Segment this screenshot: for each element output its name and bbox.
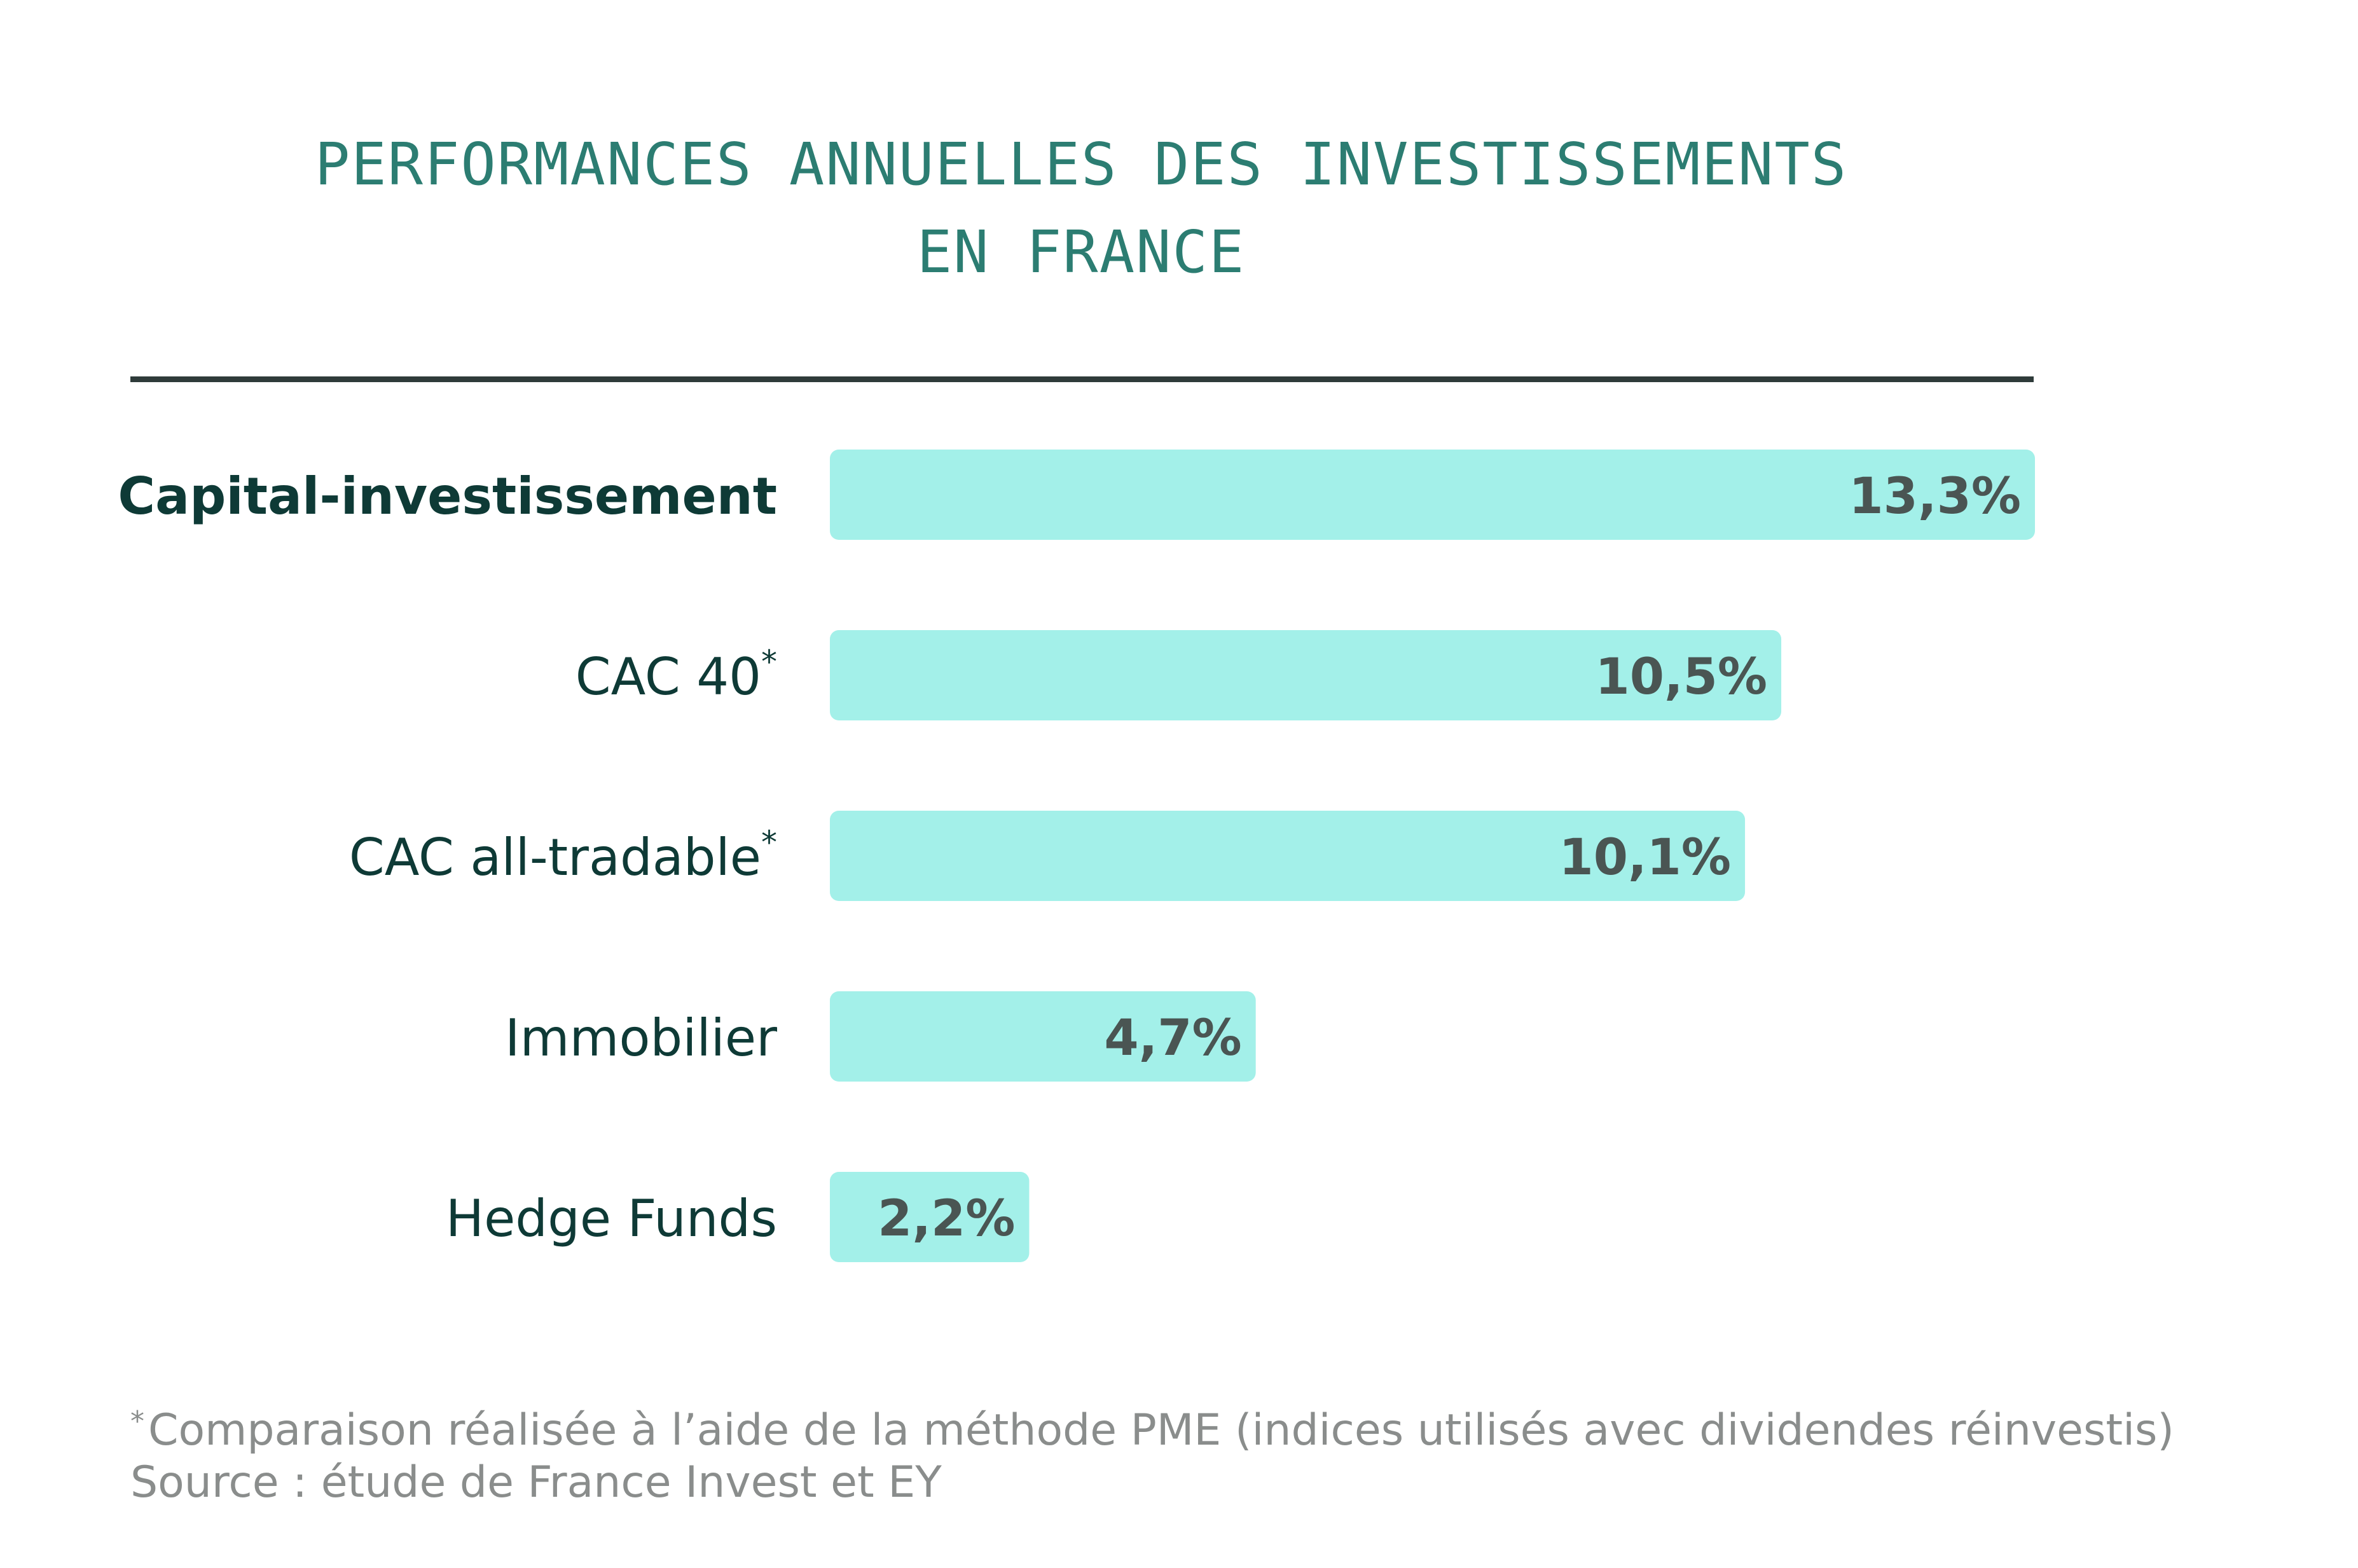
chart-title-line-1: PERFORMANCES ANNUELLES DES INVESTISSEMEN… — [314, 130, 1848, 198]
bar-1 — [830, 630, 1782, 720]
value-label-4: 2,2% — [878, 1190, 1015, 1248]
bar-chart: 13,3% Capital-investissement 10,5% CAC 40* 1… — [118, 450, 2035, 1262]
value-label-2: 10,1% — [1559, 829, 1731, 886]
category-label-2: CAC all-tradable* — [349, 824, 777, 887]
category-asterisk-2: * — [761, 824, 777, 861]
category-label-0: Capital-investissement — [118, 467, 777, 526]
bar-2 — [830, 811, 1746, 901]
footnote-comparison: *Comparaison réalisée à l’aide de la mét… — [130, 1396, 2324, 1457]
bar-0 — [830, 450, 2035, 540]
category-label-1: CAC 40* — [576, 643, 777, 706]
value-label-0: 13,3% — [1849, 468, 2021, 525]
value-label-3: 4,7% — [1104, 1010, 1241, 1067]
footnote-asterisk: * — [130, 1405, 144, 1438]
category-label-3: Immobilier — [505, 1008, 777, 1068]
bar-3 — [830, 991, 1256, 1082]
value-label-1: 10,5% — [1595, 649, 1767, 706]
footnote-source: Source : étude de France Invest et EY — [130, 1457, 942, 1508]
category-asterisk-1: * — [761, 643, 777, 680]
footnote: *Comparaison réalisée à l’aide de la mét… — [130, 1396, 2324, 1509]
bar-4 — [830, 1172, 1030, 1262]
title-divider — [130, 376, 2034, 382]
category-label-4: Hedge Funds — [446, 1189, 777, 1248]
chart-title-line-2: EN FRANCE — [916, 218, 1246, 286]
footnote-text: Comparaison réalisée à l’aide de la méth… — [148, 1405, 2174, 1455]
chart-title: PERFORMANCES ANNUELLES DES INVESTISSEMEN… — [0, 121, 2162, 296]
